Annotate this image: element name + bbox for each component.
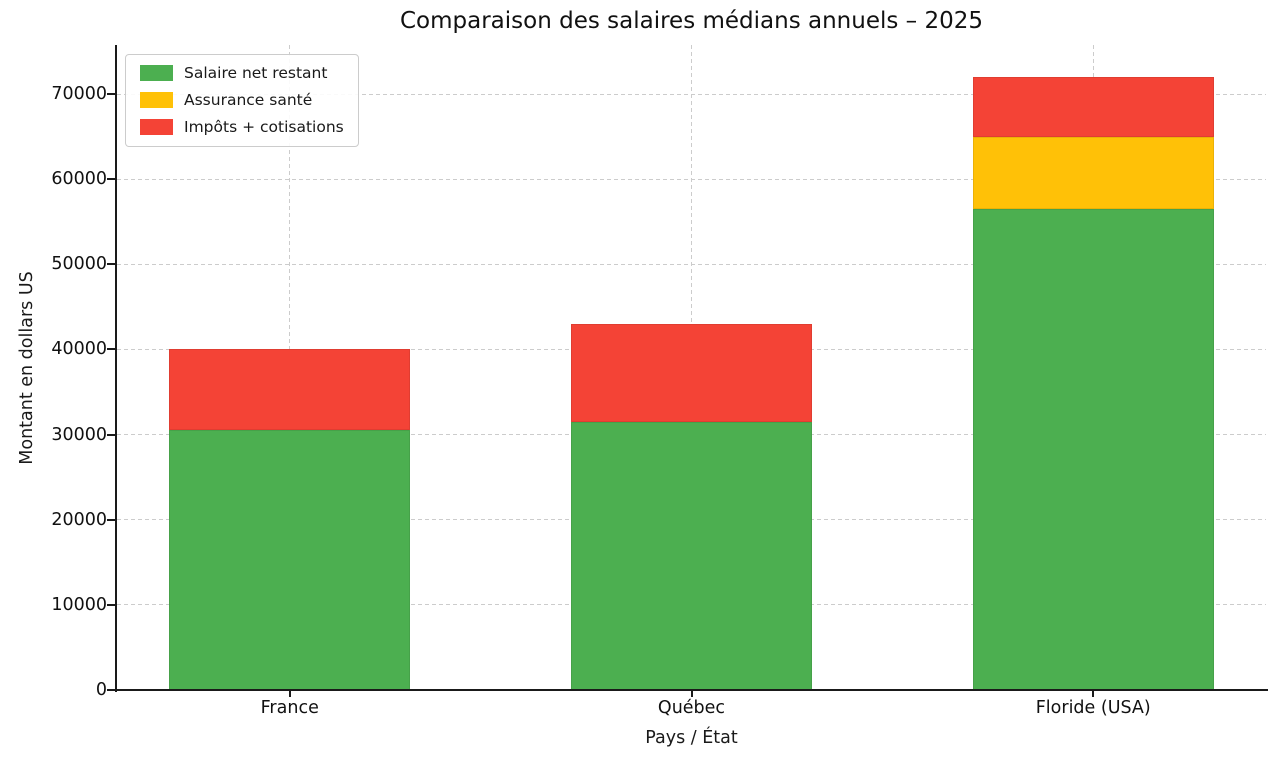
y-tick-label: 30000	[51, 424, 107, 445]
bar-segment-france-impots-cotisations	[169, 349, 411, 431]
y-axis-spine	[115, 45, 117, 692]
y-tick-mark	[107, 433, 115, 436]
x-tick-label-quebec: Québec	[657, 698, 726, 718]
x-tick-label-floride-usa: Floride (USA)	[1035, 698, 1151, 718]
bar-segment-quebec-salaire-net-restant	[570, 421, 813, 690]
bar-segment-france-salaire-net-restant	[169, 430, 411, 690]
y-tick-label: 70000	[51, 84, 107, 105]
legend-item-assurance-sante: Assurance santé	[140, 91, 344, 109]
y-tick-label: 50000	[51, 254, 107, 275]
legend-item-impots-cotisations: Impôts + cotisations	[140, 118, 344, 136]
y-tick-label: 60000	[51, 169, 107, 190]
x-tick-label-france: France	[260, 698, 319, 718]
y-tick-mark	[107, 93, 115, 96]
x-tick-mark	[288, 690, 291, 697]
y-tick-mark	[107, 348, 115, 351]
y-tick-label: 0	[95, 680, 107, 700]
legend-item-salaire-net-restant: Salaire net restant	[140, 64, 344, 82]
y-tick-mark	[107, 178, 115, 181]
legend-swatch-icon	[140, 119, 173, 135]
legend-label: Assurance santé	[184, 91, 313, 109]
x-tick-mark	[1092, 690, 1095, 697]
y-tick-label: 20000	[51, 509, 107, 530]
bar-segment-floride-usa-assurance-sante	[972, 136, 1214, 209]
x-tick-mark	[690, 690, 693, 697]
legend-swatch-icon	[140, 92, 173, 108]
bar-segment-floride-usa-salaire-net-restant	[972, 208, 1214, 690]
chart-title: Comparaison des salaires médians annuels…	[399, 8, 984, 34]
y-tick-label: 40000	[51, 339, 107, 360]
bar-segment-floride-usa-impots-cotisations	[972, 77, 1214, 137]
y-tick-mark	[107, 518, 115, 521]
y-tick-label: 10000	[51, 594, 107, 615]
y-tick-mark	[107, 603, 115, 606]
legend-label: Salaire net restant	[184, 64, 328, 82]
legend-label: Impôts + cotisations	[184, 118, 344, 136]
legend-swatch-icon	[140, 65, 173, 81]
legend: Salaire net restant Assurance santé Impôts…	[125, 54, 359, 147]
y-tick-mark	[107, 689, 115, 691]
y-tick-mark	[107, 263, 115, 266]
x-axis-spine	[115, 689, 1268, 691]
bar-segment-quebec-impots-cotisations	[570, 323, 813, 422]
x-axis-label: Pays / État	[645, 728, 738, 748]
